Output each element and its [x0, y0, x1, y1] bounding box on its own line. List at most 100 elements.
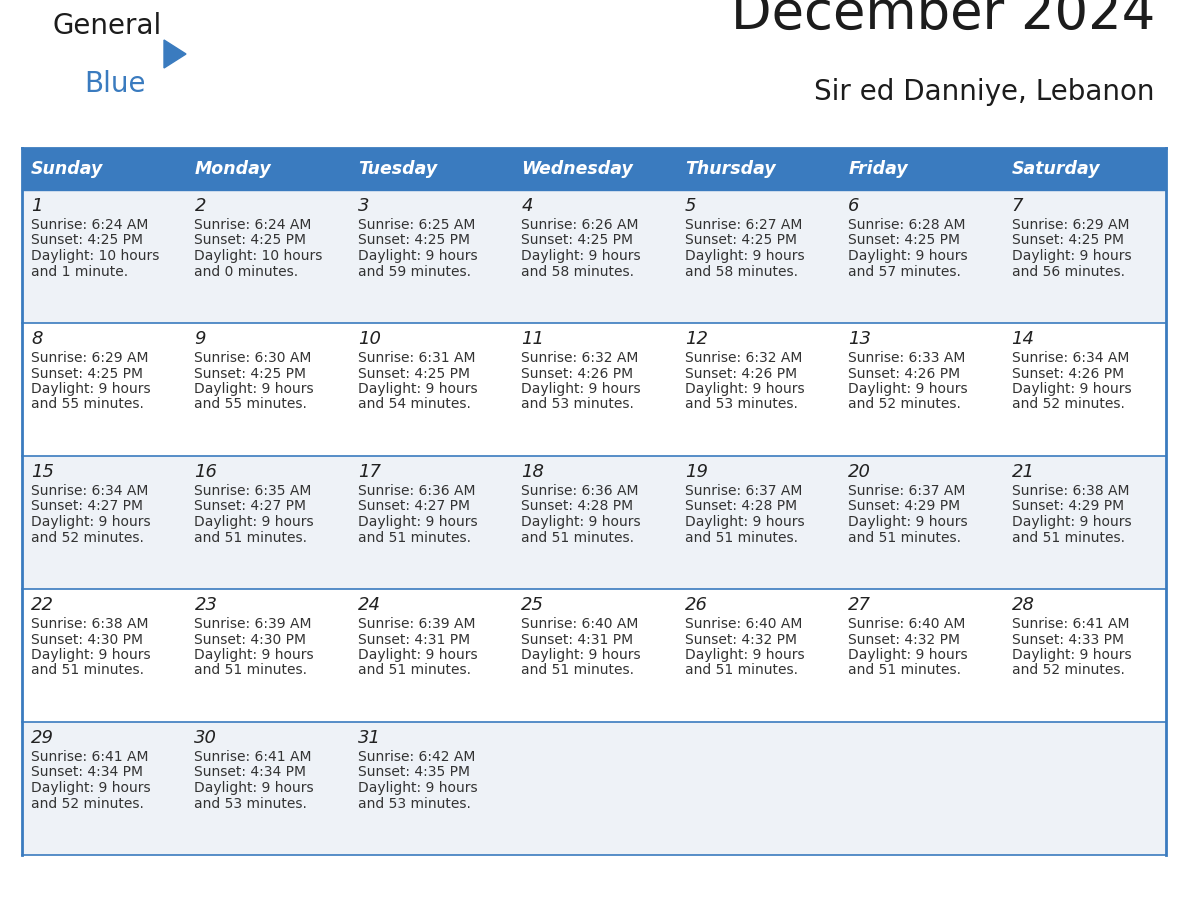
Text: and 51 minutes.: and 51 minutes. — [522, 531, 634, 544]
Text: and 55 minutes.: and 55 minutes. — [195, 397, 308, 411]
Text: Sunrise: 6:37 AM: Sunrise: 6:37 AM — [684, 484, 802, 498]
Text: Sunrise: 6:24 AM: Sunrise: 6:24 AM — [31, 218, 148, 232]
Text: and 51 minutes.: and 51 minutes. — [522, 664, 634, 677]
Text: 3: 3 — [358, 197, 369, 215]
Text: 21: 21 — [1011, 463, 1035, 481]
Text: 8: 8 — [31, 330, 43, 348]
Text: and 51 minutes.: and 51 minutes. — [195, 531, 308, 544]
Text: and 51 minutes.: and 51 minutes. — [195, 664, 308, 677]
Text: Sunrise: 6:36 AM: Sunrise: 6:36 AM — [358, 484, 475, 498]
Text: Daylight: 9 hours: Daylight: 9 hours — [195, 515, 314, 529]
Text: 11: 11 — [522, 330, 544, 348]
Text: Sunset: 4:25 PM: Sunset: 4:25 PM — [848, 233, 960, 248]
Bar — [23, 456, 1165, 589]
Text: Daylight: 9 hours: Daylight: 9 hours — [31, 382, 151, 396]
Text: Sunrise: 6:37 AM: Sunrise: 6:37 AM — [848, 484, 966, 498]
Text: 25: 25 — [522, 596, 544, 614]
Text: Daylight: 9 hours: Daylight: 9 hours — [848, 515, 968, 529]
Text: 23: 23 — [195, 596, 217, 614]
Text: Daylight: 9 hours: Daylight: 9 hours — [522, 249, 640, 263]
Text: 2: 2 — [195, 197, 206, 215]
Text: Daylight: 9 hours: Daylight: 9 hours — [1011, 249, 1131, 263]
Text: Daylight: 9 hours: Daylight: 9 hours — [684, 648, 804, 662]
Text: Daylight: 9 hours: Daylight: 9 hours — [684, 382, 804, 396]
Text: 10: 10 — [358, 330, 381, 348]
Text: 18: 18 — [522, 463, 544, 481]
Text: Daylight: 9 hours: Daylight: 9 hours — [358, 781, 478, 795]
Text: and 55 minutes.: and 55 minutes. — [31, 397, 144, 411]
Text: Sunrise: 6:35 AM: Sunrise: 6:35 AM — [195, 484, 311, 498]
Text: Daylight: 9 hours: Daylight: 9 hours — [848, 648, 968, 662]
Text: and 52 minutes.: and 52 minutes. — [848, 397, 961, 411]
Text: Daylight: 9 hours: Daylight: 9 hours — [195, 382, 314, 396]
Text: Sunrise: 6:38 AM: Sunrise: 6:38 AM — [1011, 484, 1129, 498]
Text: Sir ed Danniye, Lebanon: Sir ed Danniye, Lebanon — [815, 78, 1155, 106]
Text: 27: 27 — [848, 596, 871, 614]
Text: Daylight: 9 hours: Daylight: 9 hours — [1011, 382, 1131, 396]
Text: 5: 5 — [684, 197, 696, 215]
Text: and 52 minutes.: and 52 minutes. — [1011, 664, 1125, 677]
Text: 1: 1 — [31, 197, 43, 215]
Text: Daylight: 9 hours: Daylight: 9 hours — [848, 249, 968, 263]
Text: Sunset: 4:34 PM: Sunset: 4:34 PM — [195, 766, 307, 779]
Text: Sunrise: 6:26 AM: Sunrise: 6:26 AM — [522, 218, 639, 232]
Text: Sunrise: 6:34 AM: Sunrise: 6:34 AM — [1011, 351, 1129, 365]
Text: Sunrise: 6:31 AM: Sunrise: 6:31 AM — [358, 351, 475, 365]
Text: General: General — [52, 12, 162, 40]
Text: and 53 minutes.: and 53 minutes. — [195, 797, 308, 811]
Text: 30: 30 — [195, 729, 217, 747]
Text: Saturday: Saturday — [1011, 160, 1100, 178]
Text: Sunrise: 6:41 AM: Sunrise: 6:41 AM — [31, 750, 148, 764]
Text: Sunset: 4:26 PM: Sunset: 4:26 PM — [522, 366, 633, 380]
Text: Sunrise: 6:42 AM: Sunrise: 6:42 AM — [358, 750, 475, 764]
Text: Sunrise: 6:39 AM: Sunrise: 6:39 AM — [195, 617, 312, 631]
Text: Sunset: 4:28 PM: Sunset: 4:28 PM — [522, 499, 633, 513]
Text: Daylight: 9 hours: Daylight: 9 hours — [684, 515, 804, 529]
Text: Daylight: 9 hours: Daylight: 9 hours — [358, 515, 478, 529]
Text: Tuesday: Tuesday — [358, 160, 437, 178]
Text: 26: 26 — [684, 596, 708, 614]
Text: Sunset: 4:28 PM: Sunset: 4:28 PM — [684, 499, 797, 513]
Text: Daylight: 10 hours: Daylight: 10 hours — [31, 249, 159, 263]
Text: 19: 19 — [684, 463, 708, 481]
Text: Daylight: 9 hours: Daylight: 9 hours — [1011, 648, 1131, 662]
Text: 17: 17 — [358, 463, 381, 481]
Text: 4: 4 — [522, 197, 532, 215]
Text: and 51 minutes.: and 51 minutes. — [358, 664, 470, 677]
Text: December 2024: December 2024 — [731, 0, 1155, 40]
Text: Sunset: 4:25 PM: Sunset: 4:25 PM — [195, 233, 307, 248]
Text: Sunset: 4:27 PM: Sunset: 4:27 PM — [31, 499, 143, 513]
Text: Sunrise: 6:30 AM: Sunrise: 6:30 AM — [195, 351, 311, 365]
Text: Daylight: 9 hours: Daylight: 9 hours — [522, 648, 640, 662]
Text: 29: 29 — [31, 729, 53, 747]
Text: Sunrise: 6:41 AM: Sunrise: 6:41 AM — [195, 750, 312, 764]
Text: Sunset: 4:25 PM: Sunset: 4:25 PM — [522, 233, 633, 248]
Text: Sunrise: 6:40 AM: Sunrise: 6:40 AM — [522, 617, 639, 631]
Text: and 1 minute.: and 1 minute. — [31, 264, 128, 278]
Text: 16: 16 — [195, 463, 217, 481]
Text: Daylight: 9 hours: Daylight: 9 hours — [195, 648, 314, 662]
Bar — [23, 722, 1165, 855]
Text: 12: 12 — [684, 330, 708, 348]
Polygon shape — [164, 40, 187, 68]
Text: Sunset: 4:25 PM: Sunset: 4:25 PM — [684, 233, 797, 248]
Text: and 54 minutes.: and 54 minutes. — [358, 397, 470, 411]
Text: Sunset: 4:25 PM: Sunset: 4:25 PM — [358, 366, 470, 380]
Text: Sunset: 4:27 PM: Sunset: 4:27 PM — [358, 499, 470, 513]
Text: Daylight: 9 hours: Daylight: 9 hours — [684, 249, 804, 263]
Text: Daylight: 9 hours: Daylight: 9 hours — [358, 249, 478, 263]
Bar — [349, 148, 512, 190]
Text: and 51 minutes.: and 51 minutes. — [684, 664, 797, 677]
Text: and 52 minutes.: and 52 minutes. — [31, 531, 144, 544]
Text: Daylight: 9 hours: Daylight: 9 hours — [522, 382, 640, 396]
Text: Sunset: 4:35 PM: Sunset: 4:35 PM — [358, 766, 470, 779]
Text: Sunset: 4:27 PM: Sunset: 4:27 PM — [195, 499, 307, 513]
Text: Sunset: 4:29 PM: Sunset: 4:29 PM — [848, 499, 960, 513]
Text: Sunset: 4:25 PM: Sunset: 4:25 PM — [358, 233, 470, 248]
Text: Sunday: Sunday — [31, 160, 103, 178]
Text: Sunrise: 6:41 AM: Sunrise: 6:41 AM — [1011, 617, 1129, 631]
Text: and 51 minutes.: and 51 minutes. — [684, 531, 797, 544]
Text: Sunrise: 6:25 AM: Sunrise: 6:25 AM — [358, 218, 475, 232]
Bar — [23, 323, 1165, 456]
Text: and 58 minutes.: and 58 minutes. — [522, 264, 634, 278]
